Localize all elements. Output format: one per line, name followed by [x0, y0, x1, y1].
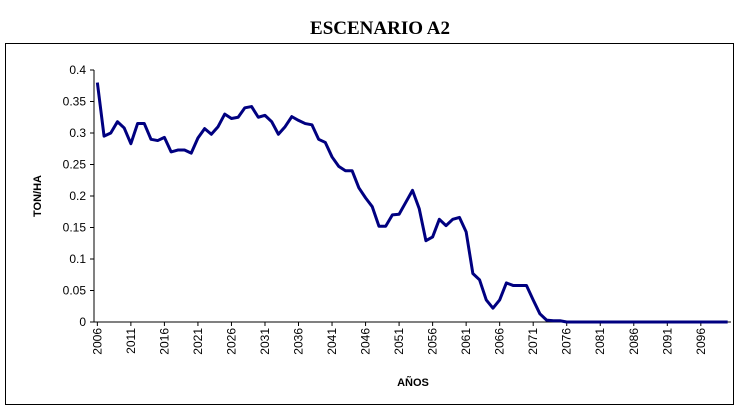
x-tick-label: 2016 [157, 328, 171, 355]
x-tick-label: 2056 [426, 328, 440, 355]
y-tick-label: 0 [79, 315, 86, 329]
x-tick-label: 2031 [258, 328, 272, 355]
x-tick-label: 2091 [660, 328, 674, 355]
x-tick-label: 2036 [292, 328, 306, 355]
y-axis-title: TON/HA [32, 175, 44, 217]
y-tick-label: 0.35 [63, 95, 87, 109]
x-tick-label: 2041 [325, 328, 339, 355]
x-tick-label: 2061 [459, 328, 473, 355]
y-tick-label: 0.05 [63, 284, 87, 298]
x-tick-label: 2086 [627, 328, 641, 355]
chart-title: ESCENARIO A2 [310, 18, 450, 39]
y-tick-label: 0.2 [69, 189, 86, 203]
x-tick-label: 2066 [493, 328, 507, 355]
x-tick-label: 2011 [124, 328, 138, 354]
data-line [95, 82, 728, 324]
y-tick-label: 0.25 [63, 158, 87, 172]
x-tick-label: 2076 [560, 328, 574, 355]
x-tick-label: 2096 [694, 328, 708, 355]
x-tick-label: 2071 [526, 328, 540, 355]
x-tick-label: 2006 [90, 328, 104, 355]
x-tick-label: 2051 [392, 328, 406, 355]
x-axis-title: AÑOS [397, 376, 429, 389]
y-tick-label: 0.3 [69, 126, 86, 140]
x-tick-label: 2046 [359, 328, 373, 355]
x-tick-label: 2081 [593, 328, 607, 355]
y-tick-label: 0.4 [69, 63, 86, 77]
x-tick-label: 2026 [224, 328, 238, 355]
x-tick-label: 2021 [191, 328, 205, 355]
y-tick-label: 0.1 [69, 252, 86, 266]
y-tick-label: 0.15 [63, 221, 87, 235]
